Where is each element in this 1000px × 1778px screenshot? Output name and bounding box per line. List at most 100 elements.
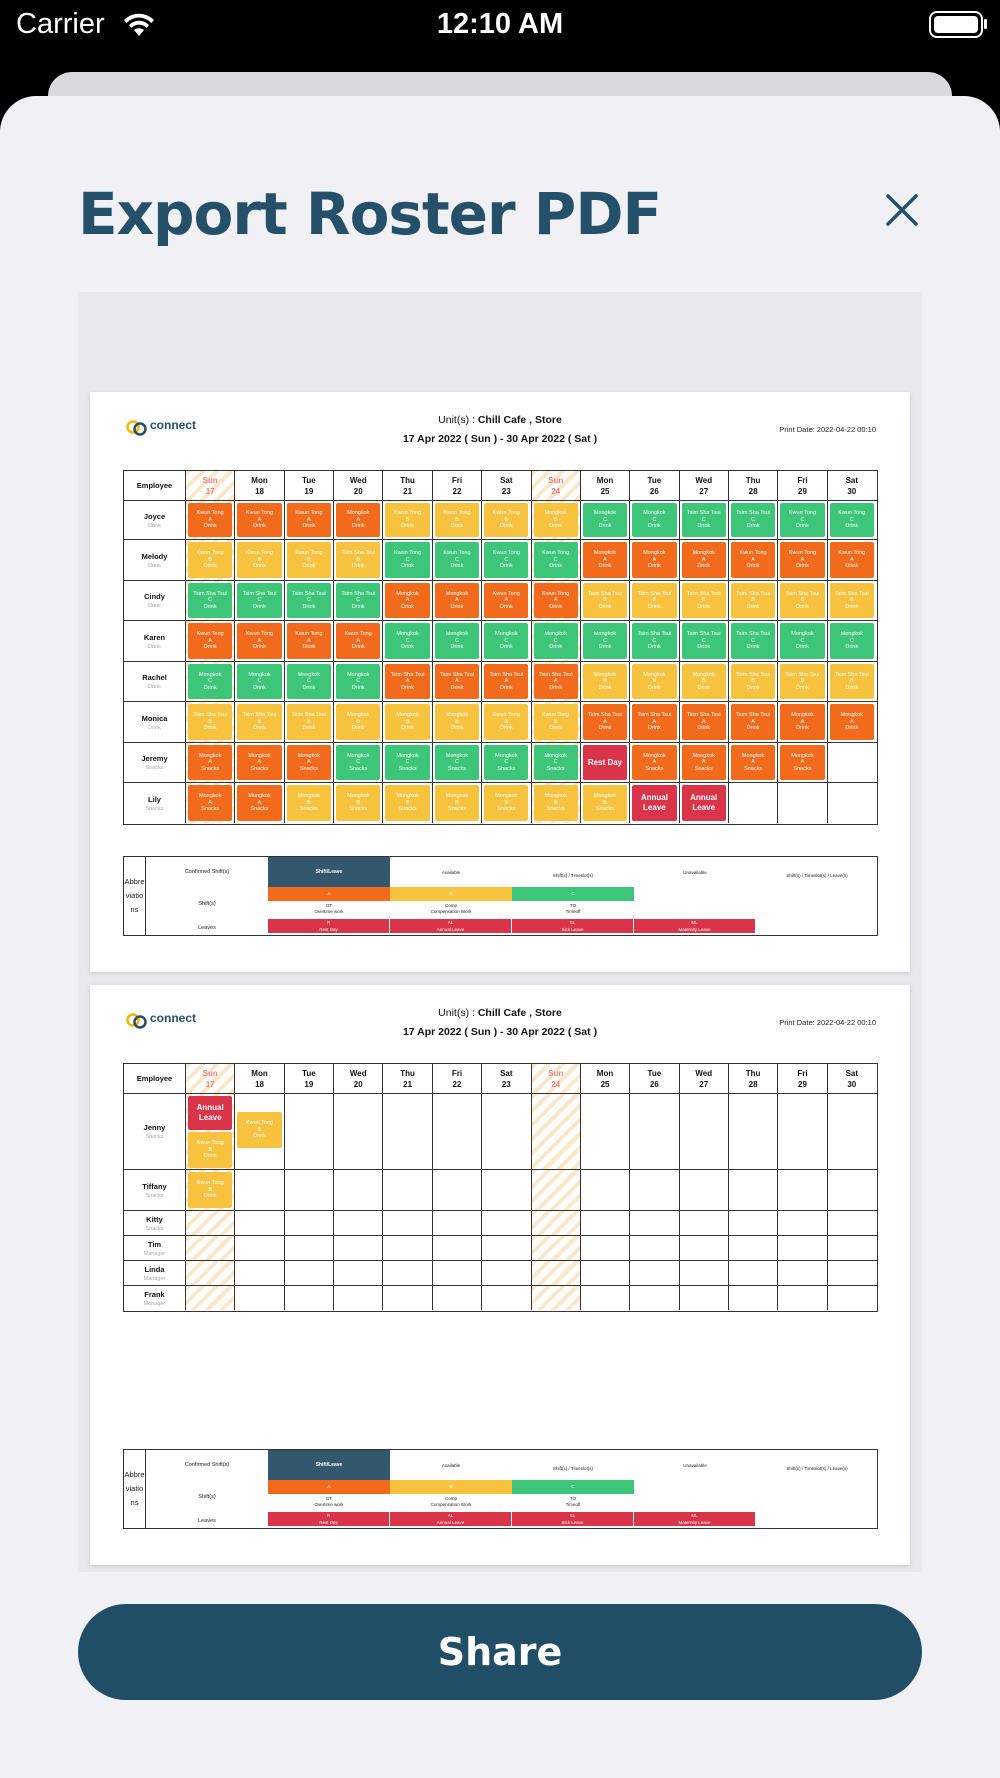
roster-cell[interactable]: Tsim Sha Tsui C Drink (283, 581, 333, 620)
roster-cell[interactable] (678, 1094, 728, 1169)
roster-cell[interactable]: Kwun Tong C Drink (826, 501, 876, 539)
roster-cell[interactable] (185, 1261, 235, 1285)
roster-cell[interactable] (826, 1211, 876, 1235)
roster-cell[interactable]: Kwun Tong A Drink (234, 501, 283, 539)
roster-cell[interactable]: Kwun Tong A Drink (530, 581, 580, 620)
roster-cell[interactable] (481, 1261, 530, 1285)
roster-cell[interactable]: Mongkok C Drink (283, 662, 333, 701)
roster-cell[interactable] (629, 1170, 678, 1210)
roster-cell[interactable] (530, 1261, 580, 1285)
roster-cell[interactable]: Mongkok A Drink (826, 702, 876, 742)
roster-cell[interactable] (579, 1286, 629, 1310)
roster-cell[interactable] (629, 1261, 678, 1285)
roster-cell[interactable]: Mongkok A Drink (777, 702, 826, 742)
roster-cell[interactable]: Mongkok A Drink (579, 540, 629, 580)
roster-cell[interactable] (777, 1236, 826, 1260)
roster-cell[interactable]: Mongkok B Snacks (530, 783, 580, 823)
roster-cell[interactable] (481, 1094, 530, 1169)
roster-cell[interactable]: Tsim Sha Tsui B Drink (727, 581, 777, 620)
roster-cell[interactable]: Tsim Sha Tsui C Drink (333, 581, 382, 620)
roster-cell[interactable] (530, 1286, 580, 1310)
roster-cell[interactable]: Mongkok C Snacks (333, 743, 382, 782)
roster-cell[interactable]: Kwun Tong C Drink (481, 540, 530, 580)
roster-cell[interactable] (530, 1211, 580, 1235)
roster-cell[interactable] (727, 783, 777, 823)
roster-cell[interactable]: Tsim Sha Tsui C Drink (678, 621, 728, 661)
roster-cell[interactable] (333, 1236, 382, 1260)
roster-cell[interactable] (431, 1094, 481, 1169)
roster-cell[interactable] (382, 1211, 431, 1235)
roster-cell[interactable] (333, 1170, 382, 1210)
roster-cell[interactable] (234, 1236, 283, 1260)
roster-cell[interactable] (382, 1286, 431, 1310)
roster-cell[interactable] (481, 1286, 530, 1310)
roster-cell[interactable] (530, 1236, 580, 1260)
roster-cell[interactable] (629, 1094, 678, 1169)
roster-cell[interactable]: Kwun Tong B Drink (481, 702, 530, 742)
roster-cell[interactable]: Mongkok A Snacks (234, 743, 283, 782)
roster-cell[interactable]: Kwun Tong B Drink (530, 702, 580, 742)
roster-cell[interactable] (283, 1286, 333, 1310)
roster-cell[interactable]: Annual Leave (629, 783, 678, 823)
roster-cell[interactable] (579, 1211, 629, 1235)
roster-cell[interactable] (431, 1236, 481, 1260)
roster-cell[interactable]: Mongkok B Snacks (382, 783, 431, 823)
roster-cell[interactable] (382, 1261, 431, 1285)
roster-cell[interactable] (579, 1236, 629, 1260)
roster-cell[interactable]: Mongkok C Snacks (382, 743, 431, 782)
roster-cell[interactable] (579, 1170, 629, 1210)
roster-cell[interactable]: Mongkok A Snacks (727, 743, 777, 782)
roster-cell[interactable] (826, 1236, 876, 1260)
roster-cell[interactable] (826, 1170, 876, 1210)
roster-cell[interactable]: Tsim Sha Tsui C Drink (727, 621, 777, 661)
roster-cell[interactable]: Tsim Sha Tsui B Drink (826, 581, 876, 620)
roster-cell[interactable]: Tsim Sha Tsui B Drink (727, 662, 777, 701)
roster-cell[interactable]: Mongkok C Drink (777, 621, 826, 661)
roster-cell[interactable]: Mongkok C Drink (579, 501, 629, 539)
roster-cell[interactable]: Tsim Sha Tsui C Drink (234, 581, 283, 620)
roster-cell[interactable]: Mongkok B Drink (530, 501, 580, 539)
roster-cell[interactable]: Mongkok C Drink (234, 662, 283, 701)
roster-cell[interactable] (185, 1236, 235, 1260)
roster-cell[interactable]: Tsim Sha Tsui B Drink (777, 662, 826, 701)
roster-cell[interactable] (826, 1286, 876, 1310)
roster-cell[interactable]: Mongkok C Drink (431, 621, 481, 661)
roster-cell[interactable]: Tsim Sha Tsui A Drink (727, 702, 777, 742)
roster-cell[interactable] (579, 1094, 629, 1169)
roster-cell[interactable]: Mongkok A Snacks (678, 743, 728, 782)
roster-cell[interactable]: Kwun Tong B Drink (283, 540, 333, 580)
roster-cell[interactable] (727, 1236, 777, 1260)
roster-cell[interactable] (481, 1236, 530, 1260)
roster-cell[interactable] (283, 1094, 333, 1169)
roster-cell[interactable] (727, 1261, 777, 1285)
roster-cell[interactable]: Kwun Tong B Drink (431, 501, 481, 539)
roster-cell[interactable]: Mongkok B Drink (382, 702, 431, 742)
roster-cell[interactable]: Kwun Tong A Drink (185, 501, 235, 539)
roster-cell[interactable]: Tsim Sha Tsui B Drink (283, 702, 333, 742)
roster-cell[interactable]: Tsim Sha Tsui A Drink (481, 662, 530, 701)
roster-cell[interactable]: Mongkok B Drink (629, 662, 678, 701)
roster-cell[interactable]: Mongkok A Snacks (777, 743, 826, 782)
roster-cell[interactable]: Kwun Tong C Drink (777, 501, 826, 539)
roster-cell[interactable]: Tsim Sha Tsui B Drink (333, 540, 382, 580)
roster-cell[interactable]: Tsim Sha Tsui B Drink (234, 702, 283, 742)
roster-cell[interactable]: Mongkok B Snacks (431, 783, 481, 823)
roster-cell[interactable]: Kwun Tong A Drink (185, 621, 235, 661)
roster-cell[interactable] (777, 1286, 826, 1310)
roster-cell[interactable]: Tsim Sha Tsui B Drink (777, 581, 826, 620)
roster-cell[interactable] (333, 1286, 382, 1310)
roster-cell[interactable] (234, 1211, 283, 1235)
roster-cell[interactable]: Annual Leave (678, 783, 728, 823)
roster-cell[interactable] (678, 1261, 728, 1285)
roster-cell[interactable] (727, 1286, 777, 1310)
roster-cell[interactable]: Tsim Sha Tsui C Drink (185, 581, 235, 620)
roster-cell[interactable]: Mongkok C Snacks (530, 743, 580, 782)
roster-cell[interactable]: Tsim Sha Tsui B Drink (185, 702, 235, 742)
roster-cell[interactable] (333, 1211, 382, 1235)
roster-cell[interactable] (333, 1094, 382, 1169)
roster-cell[interactable] (283, 1261, 333, 1285)
roster-cell[interactable] (283, 1211, 333, 1235)
roster-cell[interactable] (185, 1286, 235, 1310)
roster-cell[interactable]: Annual Leave Kwun Tong B Drink (185, 1094, 235, 1169)
roster-cell[interactable] (283, 1170, 333, 1210)
